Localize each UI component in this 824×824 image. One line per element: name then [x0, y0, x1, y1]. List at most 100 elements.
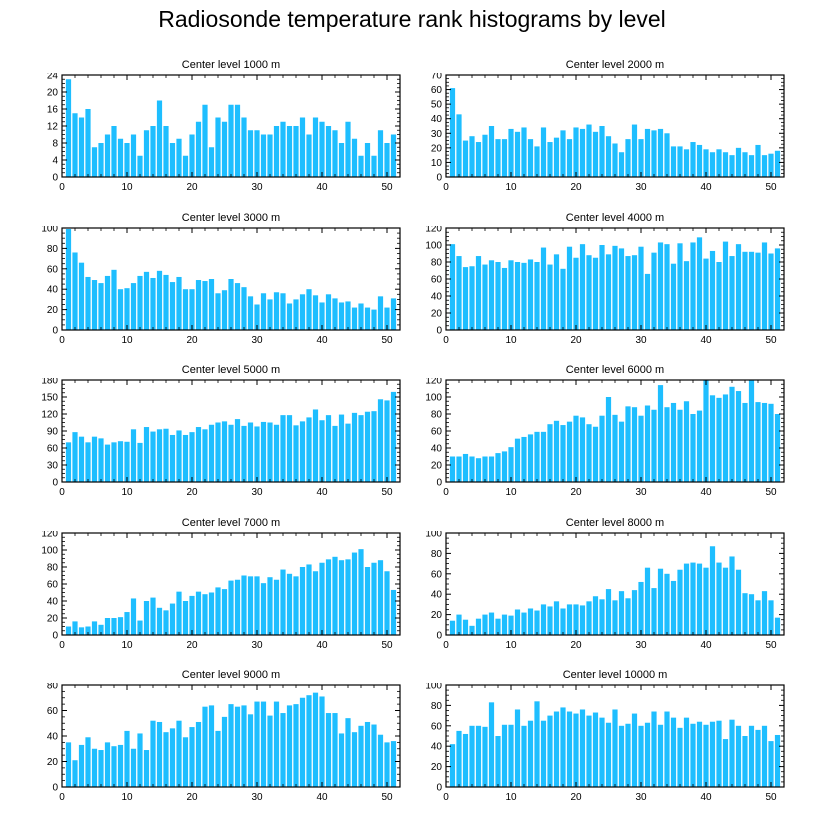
bar	[631, 713, 638, 787]
bar	[202, 429, 208, 482]
bar	[221, 716, 228, 787]
x-tick-label: 40	[316, 335, 328, 346]
bar	[338, 733, 345, 787]
bar	[267, 134, 273, 177]
bar	[189, 595, 195, 635]
bar	[664, 573, 670, 635]
bar	[729, 719, 735, 787]
bar	[358, 725, 364, 787]
x-tick-label: 50	[381, 487, 393, 498]
bar	[690, 723, 696, 787]
bar	[670, 146, 677, 177]
bar	[215, 587, 221, 635]
x-tick-label: 50	[381, 640, 393, 651]
bar	[586, 601, 592, 635]
bar	[137, 275, 143, 330]
bar	[293, 126, 299, 177]
bar	[299, 294, 306, 330]
x-tick-label: 30	[635, 335, 647, 346]
bar	[260, 134, 267, 177]
bar	[618, 248, 625, 330]
bar	[371, 724, 377, 787]
bar	[202, 594, 208, 635]
bar	[501, 724, 508, 787]
bar	[267, 299, 273, 330]
histogram-panel: Center level 2000 m 0 10 20 30 40 50 60 70 0 10 20 3…	[416, 59, 792, 199]
bar	[573, 415, 579, 482]
bar	[709, 152, 716, 177]
bar	[72, 113, 78, 177]
y-tick-label: 20	[47, 305, 59, 316]
bar	[143, 750, 150, 787]
bar	[651, 711, 657, 787]
bar	[306, 134, 312, 177]
bar	[534, 146, 540, 177]
bar	[664, 407, 670, 482]
bar	[716, 262, 722, 330]
bar	[124, 143, 130, 177]
bar	[547, 142, 553, 177]
bar	[703, 724, 709, 787]
bar	[117, 617, 124, 635]
bar	[273, 126, 280, 177]
bar	[293, 299, 299, 330]
bar	[280, 713, 286, 787]
bar	[319, 420, 325, 482]
bar	[124, 612, 130, 635]
bar	[722, 394, 729, 482]
bar	[208, 147, 215, 177]
y-tick-label: 40	[47, 285, 59, 296]
histogram-svg: 0 10 20 30 40 50 60 70 0 10 20 30 40 50	[431, 71, 785, 193]
x-tick-label: 10	[121, 487, 133, 498]
bar	[664, 711, 670, 787]
bar	[612, 709, 618, 787]
bar	[748, 594, 755, 635]
x-tick-label: 30	[251, 335, 263, 346]
bar	[560, 268, 566, 330]
bar	[774, 248, 781, 330]
bar	[351, 732, 358, 787]
x-tick-label: 40	[700, 792, 712, 803]
x-tick-label: 30	[635, 182, 647, 193]
bar	[293, 576, 299, 635]
bar	[755, 402, 761, 482]
bar	[605, 254, 612, 330]
bar	[228, 279, 234, 330]
bar	[534, 701, 540, 787]
y-tick-label: 100	[41, 226, 58, 235]
bar	[364, 143, 371, 177]
bar	[182, 601, 189, 635]
bar	[65, 229, 72, 330]
bar	[195, 591, 202, 635]
bar	[306, 289, 312, 330]
bar	[312, 692, 319, 787]
bar	[98, 624, 104, 635]
bar	[254, 130, 260, 177]
bar	[729, 256, 735, 330]
bar	[254, 426, 260, 482]
bar	[65, 442, 72, 482]
x-tick-label: 10	[121, 640, 133, 651]
bar	[586, 124, 592, 177]
bar	[735, 569, 742, 635]
bar	[241, 287, 247, 330]
y-tick-label: 60	[431, 427, 443, 438]
bar	[709, 250, 716, 330]
bar	[625, 723, 631, 787]
bar	[709, 721, 716, 787]
bar	[449, 88, 456, 177]
bar	[319, 121, 325, 177]
bar	[111, 126, 117, 177]
bar	[111, 746, 117, 787]
bar	[755, 729, 761, 787]
x-tick-label: 20	[570, 182, 582, 193]
y-tick-label: 120	[425, 226, 442, 235]
x-tick-label: 10	[121, 182, 133, 193]
bar	[657, 568, 664, 635]
bar	[143, 601, 150, 635]
bar	[384, 571, 390, 635]
bar	[85, 737, 91, 787]
bar	[488, 612, 495, 635]
histogram-panel: Center level 5000 m 0 30 60 90 120 150 180 0 10 20…	[32, 364, 408, 504]
histogram-panel: Center level 8000 m 0 20 40 60 80 100 0 10 20 30 40…	[416, 517, 792, 657]
